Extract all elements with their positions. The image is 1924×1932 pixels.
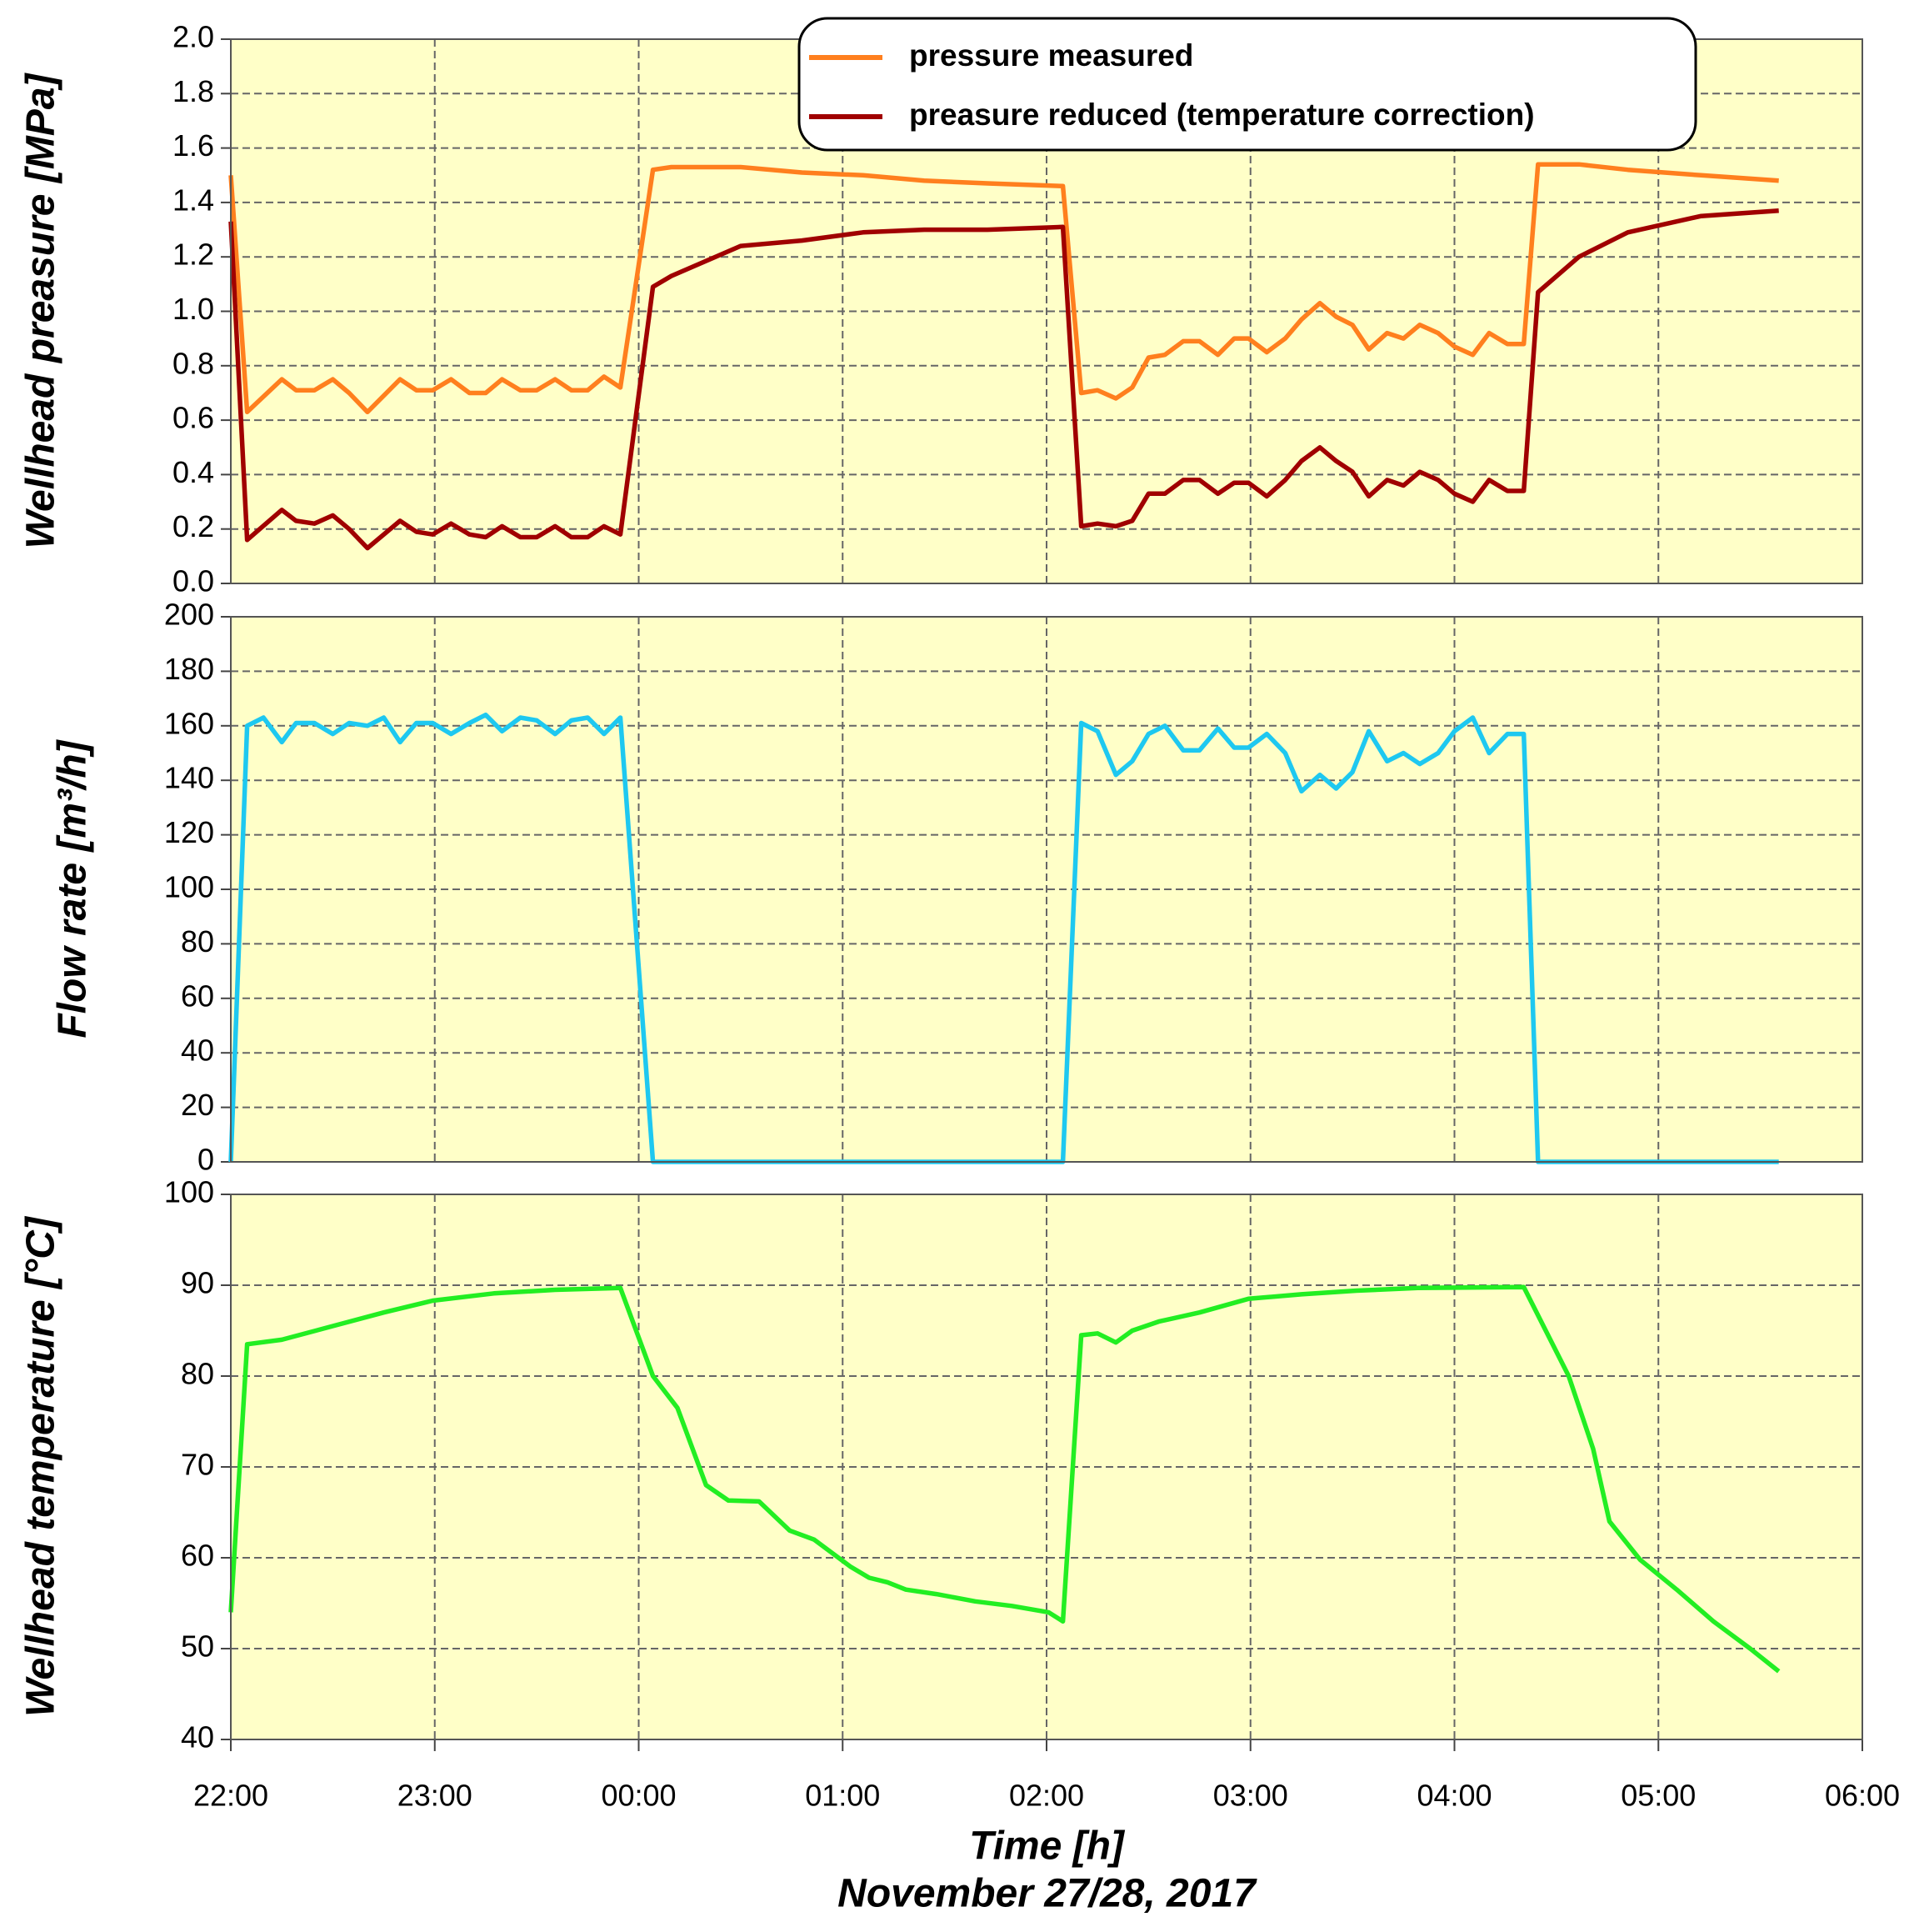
y-tick-label: 200 xyxy=(164,598,214,632)
y-tick-label: 0.6 xyxy=(172,401,214,435)
x-tick-label: 04:00 xyxy=(1417,1779,1492,1813)
legend: pressure measured preasure reduced (tempe… xyxy=(797,17,1697,152)
x-tick-label: 23:00 xyxy=(397,1779,472,1813)
y-tick-label: 1.6 xyxy=(172,128,214,163)
y-tick-label: 0.0 xyxy=(172,564,214,598)
x-tick-label: 00:00 xyxy=(601,1779,676,1813)
y-tick-label: 140 xyxy=(164,761,214,795)
series-line xyxy=(228,162,1779,415)
y-tick-label: 180 xyxy=(164,652,214,686)
y-tick-label: 40 xyxy=(181,1720,214,1754)
y-tick-label: 80 xyxy=(181,1357,214,1391)
y-tick-label: 100 xyxy=(164,870,214,904)
y-tick-label: 40 xyxy=(181,1034,214,1068)
x-tick-label: 06:00 xyxy=(1825,1779,1900,1813)
legend-box xyxy=(797,17,1697,152)
y-tick-label: 60 xyxy=(181,979,214,1013)
y-tick-label: 0.8 xyxy=(172,346,214,380)
x-tick-label: 22:00 xyxy=(193,1779,268,1813)
y-tick-label: 0 xyxy=(197,1143,214,1177)
legend-label: preasure reduced (temperature correction… xyxy=(909,98,1535,132)
x-tick-label: 02:00 xyxy=(1009,1779,1084,1813)
y-tick-label: 20 xyxy=(181,1088,214,1122)
plot-border xyxy=(230,1194,1863,1740)
y-axis-title: Flow rate [m³/h] xyxy=(51,738,95,1038)
y-tick-label: 70 xyxy=(181,1448,214,1482)
y-tick-label: 120 xyxy=(164,815,214,849)
series-line xyxy=(228,208,1779,551)
y-tick-label: 50 xyxy=(181,1629,214,1664)
y-tick-label: 160 xyxy=(164,706,214,740)
y-tick-label: 2.0 xyxy=(172,20,214,54)
y-axis-title: Wellhead preasure [MPa] xyxy=(19,73,63,549)
x-tick-label: 03:00 xyxy=(1213,1779,1288,1813)
x-tick-label: 01:00 xyxy=(805,1779,880,1813)
y-tick-label: 1.0 xyxy=(172,292,214,326)
y-tick-label: 1.2 xyxy=(172,238,214,272)
y-tick-label: 0.4 xyxy=(172,455,214,489)
x-tick-label: 05:00 xyxy=(1621,1779,1696,1813)
y-tick-label: 90 xyxy=(181,1266,214,1300)
y-tick-label: 60 xyxy=(181,1539,214,1573)
y-tick-label: 1.4 xyxy=(172,183,214,217)
series-line xyxy=(228,1284,1781,1674)
y-tick-label: 0.2 xyxy=(172,509,214,543)
series-line xyxy=(228,712,1779,1164)
y-tick-label: 1.8 xyxy=(172,74,214,108)
y-axis-title: Wellhead temperature [°C] xyxy=(19,1215,63,1717)
plot-border xyxy=(230,616,1863,1163)
date-label: November 27/28, 2017 xyxy=(837,1872,1257,1916)
x-axis-title: Time [h] xyxy=(969,1824,1126,1869)
y-tick-label: 100 xyxy=(164,1175,214,1209)
legend-label: pressure measured xyxy=(909,38,1193,73)
y-tick-label: 80 xyxy=(181,924,214,958)
